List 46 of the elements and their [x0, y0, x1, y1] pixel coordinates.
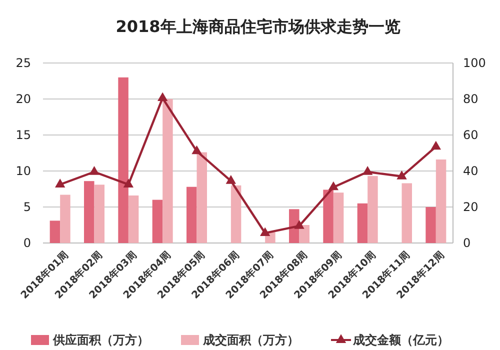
- point: [328, 181, 339, 190]
- y-tick-label: 15: [16, 128, 31, 142]
- point: [396, 170, 407, 180]
- y2-tick-label: 20: [463, 200, 478, 214]
- y2-tick-label: 80: [463, 92, 478, 106]
- y2-tick-label: 40: [463, 164, 478, 178]
- point: [294, 220, 304, 229]
- bar: [323, 190, 334, 243]
- y2-tick-label: 60: [463, 128, 478, 142]
- point: [89, 166, 100, 175]
- bar: [368, 176, 378, 243]
- point: [123, 178, 134, 188]
- point: [226, 175, 236, 184]
- y-tick-label: 0: [23, 236, 31, 250]
- legend-label: 成交面积（万方）: [202, 333, 299, 348]
- point: [54, 178, 66, 188]
- bar: [357, 203, 368, 243]
- point: [430, 140, 442, 150]
- bar: [162, 99, 173, 243]
- point: [192, 145, 202, 154]
- bar: [84, 181, 94, 243]
- bar: [94, 184, 104, 243]
- point: [157, 92, 168, 102]
- y-tick-label: 20: [16, 92, 31, 106]
- point: [362, 166, 373, 175]
- y-tick-label: 25: [16, 56, 31, 70]
- bar: [426, 207, 436, 243]
- bar: [60, 194, 70, 243]
- chart-title: 2018年上海商品住宅市场供求走势一览: [116, 17, 400, 36]
- bar: [128, 195, 139, 243]
- bar: [50, 220, 60, 243]
- bar: [402, 183, 412, 243]
- y2-tick-label: 100: [463, 56, 486, 70]
- y2-tick-label: 0: [463, 236, 471, 250]
- y-tick-label: 5: [23, 200, 31, 214]
- bar: [230, 185, 242, 243]
- bar: [186, 186, 197, 243]
- bar: [436, 159, 446, 243]
- y-tick-label: 10: [16, 164, 31, 178]
- point: [260, 227, 270, 236]
- bar: [118, 77, 128, 243]
- bar: [196, 152, 207, 243]
- bar: [333, 192, 344, 243]
- legend-label: 成交金额（亿元）: [352, 333, 449, 348]
- legend-label: 供应面积（万方）: [52, 333, 149, 348]
- bar: [152, 200, 163, 243]
